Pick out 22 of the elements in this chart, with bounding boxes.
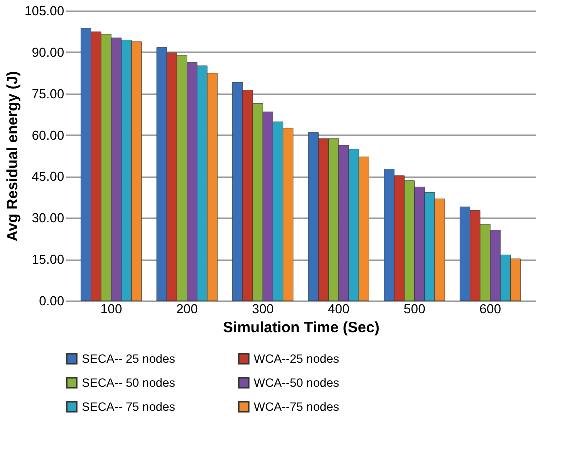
y-tick-label: 90.00 [32, 44, 64, 60]
x-tick-label: 200 [176, 302, 198, 316]
y-tick-label: 60.00 [32, 128, 64, 143]
y-tick-label: 15.00 [32, 252, 64, 268]
x-tick-label: 400 [328, 302, 350, 316]
x-tick-label: 600 [480, 302, 502, 316]
x-tick-label: 100 [100, 302, 122, 316]
legend-label: SECA-- 75 nodes [82, 400, 176, 414]
y-tick-label: 30.00 [32, 210, 64, 226]
legend-label: WCA--25 nodes [254, 352, 340, 366]
legend-label: SECA-- 25 nodes [82, 352, 176, 366]
legend-label: SECA-- 50 nodes [82, 376, 176, 390]
y-axis-title: Avg Residual energy (J) [4, 71, 22, 242]
legend-label: WCA--50 nodes [254, 376, 340, 390]
legend-label: WCA--75 nodes [254, 400, 340, 414]
y-tick-label: 75.00 [32, 86, 64, 102]
x-tick-label: 300 [252, 302, 274, 316]
x-axis-title: Simulation Time (Sec) [223, 320, 380, 336]
y-tick-label: 45.00 [32, 169, 64, 184]
y-tick-label: 0.00 [39, 294, 64, 308]
y-tick-label: 105.00 [24, 4, 64, 18]
x-tick-label: 500 [404, 302, 426, 316]
